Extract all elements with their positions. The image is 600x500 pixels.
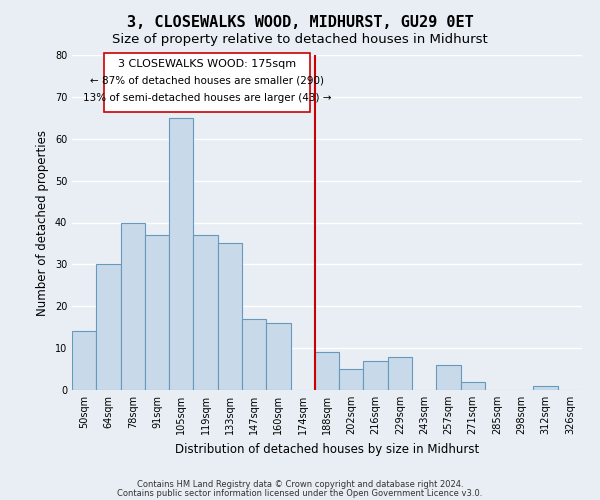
Bar	[121, 222, 145, 390]
Text: 13% of semi-detached houses are larger (43) →: 13% of semi-detached houses are larger (…	[83, 92, 331, 102]
Bar	[315, 352, 339, 390]
Bar	[104, 53, 310, 112]
Bar	[461, 382, 485, 390]
Text: 3 CLOSEWALKS WOOD: 175sqm: 3 CLOSEWALKS WOOD: 175sqm	[118, 59, 296, 69]
Bar	[218, 244, 242, 390]
Bar	[193, 235, 218, 390]
Bar	[388, 356, 412, 390]
Bar	[145, 235, 169, 390]
Text: ← 87% of detached houses are smaller (290): ← 87% of detached houses are smaller (29…	[90, 76, 324, 86]
Bar	[339, 369, 364, 390]
Text: Size of property relative to detached houses in Midhurst: Size of property relative to detached ho…	[112, 32, 488, 46]
Bar	[266, 323, 290, 390]
Bar	[436, 365, 461, 390]
Text: Contains HM Land Registry data © Crown copyright and database right 2024.: Contains HM Land Registry data © Crown c…	[137, 480, 463, 489]
Bar	[72, 332, 96, 390]
Text: 3, CLOSEWALKS WOOD, MIDHURST, GU29 0ET: 3, CLOSEWALKS WOOD, MIDHURST, GU29 0ET	[127, 15, 473, 30]
Bar	[169, 118, 193, 390]
Text: Contains public sector information licensed under the Open Government Licence v3: Contains public sector information licen…	[118, 488, 482, 498]
Y-axis label: Number of detached properties: Number of detached properties	[36, 130, 49, 316]
X-axis label: Distribution of detached houses by size in Midhurst: Distribution of detached houses by size …	[175, 442, 479, 456]
Bar	[242, 319, 266, 390]
Bar	[364, 360, 388, 390]
Bar	[533, 386, 558, 390]
Bar	[96, 264, 121, 390]
